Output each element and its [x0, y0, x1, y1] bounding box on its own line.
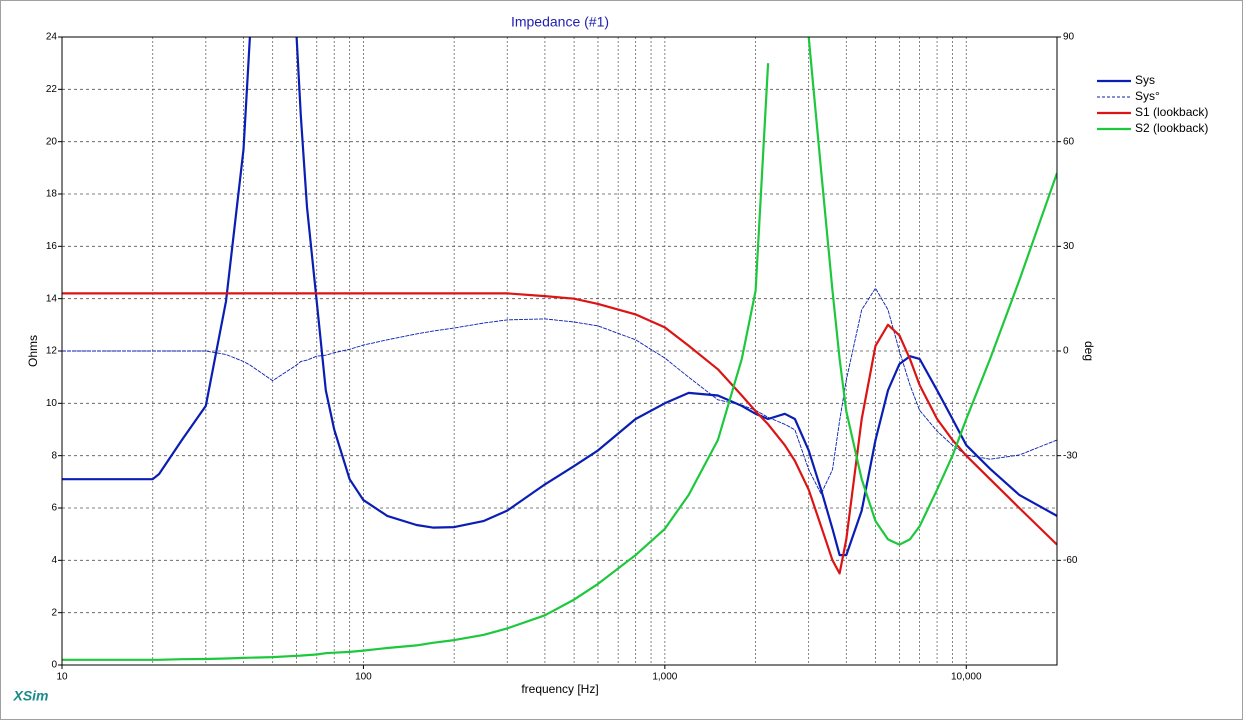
y2-tick-label: 30 [1063, 241, 1075, 252]
series-line [62, 37, 1057, 661]
y-tick-label: 16 [46, 241, 58, 252]
y-tick-label: 6 [51, 503, 57, 514]
y-tick-label: 12 [46, 346, 58, 357]
legend-label: S1 (lookback) [1135, 105, 1208, 119]
y-tick-label: 14 [46, 293, 58, 304]
y2-tick-label: 90 [1063, 32, 1075, 43]
y-tick-label: 8 [51, 450, 57, 461]
x-tick-label: 100 [355, 672, 372, 683]
y-tick-label: 4 [51, 555, 57, 566]
y-tick-label: 18 [46, 189, 58, 200]
y2-tick-label: 60 [1063, 136, 1075, 147]
plot-frame [61, 36, 1058, 666]
y2-tick-label: -60 [1063, 555, 1078, 566]
y-tick-label: 10 [46, 398, 58, 409]
y-tick-label: 2 [51, 607, 57, 618]
y2-tick-label: 0 [1063, 346, 1069, 357]
y-tick-label: 22 [46, 84, 58, 95]
x-tick-label: 10,000 [951, 672, 982, 683]
x-axis-label: frequency [Hz] [521, 682, 598, 696]
series-line [62, 287, 1057, 495]
legend-label: S2 (lookback) [1135, 121, 1208, 135]
y2-axis-label: deg [1082, 341, 1096, 361]
series-line [62, 292, 1057, 575]
x-tick-label: 10 [56, 672, 68, 683]
y-tick-label: 24 [46, 32, 58, 43]
y-tick-label: 20 [46, 136, 58, 147]
legend-label: Sys° [1135, 89, 1160, 103]
y2-tick-label: -30 [1063, 450, 1078, 461]
x-tick-label: 1,000 [652, 672, 677, 683]
chart-title: Impedance (#1) [511, 14, 609, 30]
y-axis-label: Ohms [26, 335, 40, 367]
legend-label: Sys [1135, 73, 1155, 87]
watermark: XSim [12, 688, 48, 704]
y-tick-label: 0 [51, 660, 57, 671]
